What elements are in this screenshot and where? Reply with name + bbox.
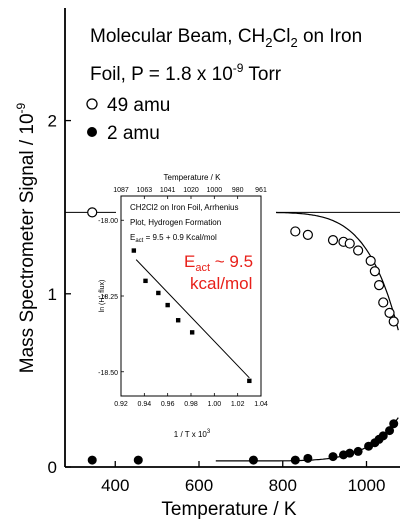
point-49amu <box>327 234 339 246</box>
point-49amu <box>302 229 313 241</box>
legend-label-49amu: 49 amu <box>107 95 170 116</box>
legend-marker-open <box>86 98 98 110</box>
point-49amu <box>344 238 355 249</box>
point-2amu <box>353 446 363 456</box>
main-ticks: 400 600 800 1000 0 1 2 <box>48 112 386 495</box>
inset-background <box>116 173 276 417</box>
main-axes <box>64 8 400 468</box>
x-tick-label: 1000 <box>348 476 386 495</box>
inset-top-tick-label: 1087 <box>113 187 129 194</box>
legend: 49 amu 2 amu <box>86 95 170 144</box>
inset-plot: Temperature / K 0.92 0.94 0.96 0.98 1.00 1.02… <box>98 173 276 439</box>
x-axis-label: Temperature / K <box>161 499 296 520</box>
point-2amu <box>303 453 313 463</box>
point-2amu <box>378 431 388 441</box>
inset-y-axis-label: ln (H2 flux) <box>99 280 108 313</box>
chart-title: Molecular Beam, CH2Cl2 on Iron <box>90 26 362 50</box>
point-49amu <box>384 307 395 318</box>
inset-data-points <box>131 248 252 384</box>
inset-x-tick-label: 1.04 <box>254 401 268 408</box>
point-49amu <box>290 226 301 237</box>
annotation-line2: kcal/mol <box>190 274 252 293</box>
arrhenius-point <box>156 290 161 296</box>
inset-y-tick-label: -18.25 <box>98 294 118 301</box>
inset-fit-line <box>135 259 250 379</box>
inset-x-tick-label: 0.98 <box>184 401 198 408</box>
y-tick-label: 1 <box>48 285 57 304</box>
inset-x-tick-label: 1.02 <box>231 401 245 408</box>
chart-subtitle: Foil, P = 1.8 x 10-9 Torr <box>90 61 282 85</box>
point-2amu <box>133 455 143 465</box>
inset-y-tick-label: -18.00 <box>98 218 118 225</box>
point-2amu <box>389 419 399 429</box>
arrhenius-point <box>143 278 148 284</box>
annotation-line1: Eact ~ 9.5 <box>184 252 253 274</box>
point-49amu <box>87 207 98 218</box>
point-2amu <box>385 426 395 436</box>
point-49amu <box>369 266 380 277</box>
x-tick-label: 400 <box>101 476 129 495</box>
inset-ticks: 0.92 0.94 0.96 0.98 1.00 1.02 1.04 -18.00 -18.25… <box>98 187 268 408</box>
arrhenius-point <box>175 318 181 323</box>
inset-x-tick-label: 0.92 <box>114 401 128 408</box>
inset-x-tick-label: 0.94 <box>138 401 152 408</box>
point-2amu <box>290 455 300 465</box>
activation-energy-annotation: Eact ~ 9.5 kcal/mol <box>184 252 253 293</box>
inset-title-line1: CH2Cl2 on Iron Foil, Arrhenius <box>130 203 239 212</box>
point-49amu <box>365 255 376 266</box>
arrhenius-fit-line <box>135 259 250 379</box>
point-2amu <box>248 455 258 465</box>
point-2amu <box>345 448 355 458</box>
point-49amu <box>373 280 385 291</box>
legend-label-2amu: 2 amu <box>107 123 160 144</box>
point-49amu <box>353 245 364 256</box>
inset-y-tick-label: -18.50 <box>98 370 118 377</box>
point-49amu <box>378 297 389 308</box>
y-tick-label: 2 <box>48 112 57 131</box>
inset-x-tick-label: 1.00 <box>208 401 222 408</box>
point-2amu <box>328 452 338 462</box>
inset-top-tick-label: 1020 <box>183 187 199 194</box>
inset-top-tick-label: 961 <box>255 187 267 194</box>
y-tick-label: 0 <box>48 458 57 477</box>
arrhenius-point <box>165 302 170 308</box>
inset-top-tick-label: 980 <box>232 187 244 194</box>
arrhenius-point <box>189 330 195 335</box>
inset-top-tick-label: 1000 <box>207 187 223 194</box>
x-tick-label: 800 <box>269 476 297 495</box>
inset-top-tick-label: 1041 <box>160 187 176 194</box>
inset-top-tick-label: 1063 <box>137 187 153 194</box>
inset-top-axis-label: Temperature / K <box>164 173 222 182</box>
arrhenius-point <box>247 378 252 384</box>
arrhenius-point <box>131 248 137 253</box>
inset-x-axis-label: 1 / T x 103 <box>174 429 211 439</box>
point-49amu <box>388 316 399 327</box>
legend-marker-filled <box>87 127 97 137</box>
inset-x-tick-label: 0.96 <box>161 401 175 408</box>
point-2amu <box>87 455 97 465</box>
x-tick-label: 600 <box>185 476 213 495</box>
y-axis-label: Mass Spectrometer Signal / 10-9 <box>14 102 38 373</box>
inset-title-line2: Plot, Hydrogen Formation <box>130 218 221 227</box>
inset-eact-text: Eact = 9.5 + 0.9 Kcal/mol <box>130 233 217 244</box>
